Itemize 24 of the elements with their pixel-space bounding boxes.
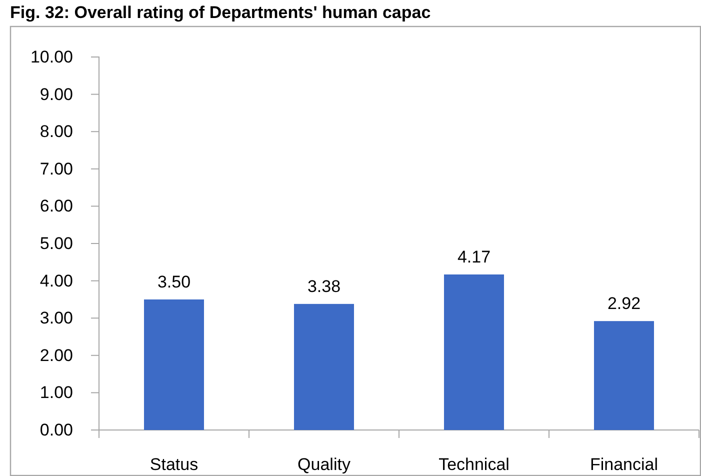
bar — [144, 299, 204, 430]
y-tick-label: 3.00 — [40, 308, 73, 328]
data-label: 2.92 — [607, 294, 641, 314]
data-label: 3.38 — [307, 276, 341, 296]
y-tick-label: 1.00 — [40, 383, 73, 402]
y-tick-label: 10.00 — [30, 47, 73, 66]
y-tick-label: 2.00 — [40, 346, 73, 365]
y-tick-label: 5.00 — [40, 234, 73, 253]
bar — [594, 321, 654, 430]
y-tick-label: 0.00 — [40, 420, 73, 440]
x-tick-label: Financial — [590, 455, 658, 474]
bar — [444, 274, 504, 430]
data-label: 3.50 — [157, 272, 191, 292]
y-tick-label: 7.00 — [40, 159, 73, 178]
y-tick-label: 9.00 — [40, 84, 73, 104]
x-tick-label: Technical — [438, 455, 510, 474]
data-label: 4.17 — [457, 247, 491, 266]
bar — [294, 304, 354, 430]
x-tick-label: Quality — [298, 455, 351, 474]
x-tick-label: Status — [150, 455, 198, 474]
y-tick-label: 8.00 — [40, 122, 73, 142]
y-tick-label: 4.00 — [40, 271, 73, 290]
chart-title: Fig. 32: Overall rating of Departments' human capac — [10, 3, 431, 22]
y-tick-label: 6.00 — [40, 196, 73, 216]
